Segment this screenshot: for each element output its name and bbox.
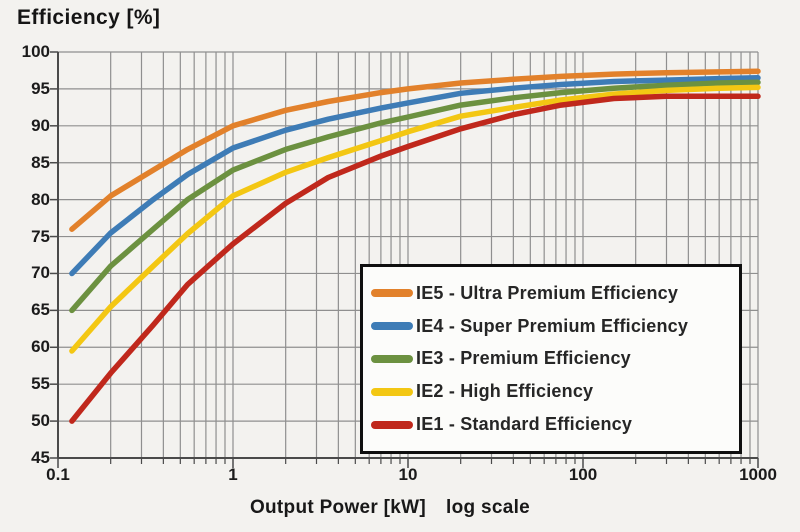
y-tick-label: 55: [31, 374, 50, 394]
y-tick-label: 85: [31, 152, 50, 172]
series-line-ie3: [69, 79, 761, 314]
legend: IE5 - Ultra Premium Efficiency IE4 - Supe…: [360, 264, 742, 454]
series-line-ie2: [69, 84, 761, 354]
y-tick-label: 100: [21, 42, 50, 61]
legend-item-ie4: IE4 - Super Premium Efficiency: [371, 316, 739, 337]
x-tick-label: 100: [568, 465, 598, 484]
y-tick-label: 90: [31, 115, 50, 135]
legend-line-swatch-icon: [371, 420, 413, 429]
y-tick-label: 80: [31, 189, 50, 209]
x-tick-label: 1000: [739, 465, 777, 484]
x-tick-label: 1: [228, 465, 238, 484]
legend-line-swatch-icon: [371, 322, 413, 331]
legend-line-swatch-icon: [371, 354, 413, 363]
legend-item-ie3: IE3 - Premium Efficiency: [371, 348, 739, 369]
legend-item-ie1: IE1 - Standard Efficiency: [371, 414, 739, 435]
x-tick-label: 0.1: [46, 465, 70, 484]
legend-label: IE4 - Super Premium Efficiency: [416, 315, 689, 336]
legend-label: IE2 - High Efficiency: [416, 381, 594, 402]
legend-label: IE1 - Standard Efficiency: [416, 414, 633, 435]
x-axis-caption: Output Power [kW] log scale: [160, 497, 620, 519]
x-tick-label: 10: [398, 465, 418, 484]
legend-label: IE5 - Ultra Premium Efficiency: [416, 282, 679, 303]
y-tick-label: 95: [31, 78, 50, 98]
y-tick-label: 60: [31, 337, 50, 357]
legend-label: IE3 - Premium Efficiency: [416, 348, 631, 369]
legend-line-swatch-icon: [371, 289, 413, 298]
x-axis-scale-note: log scale: [446, 497, 531, 518]
legend-item-ie5: IE5 - Ultra Premium Efficiency: [371, 283, 739, 304]
y-tick-label: 50: [31, 411, 50, 431]
x-axis-label: Output Power [kW]: [249, 497, 427, 518]
y-tick-label: 70: [31, 263, 50, 283]
legend-line-swatch-icon: [371, 387, 413, 396]
y-tick-label: 65: [31, 300, 50, 320]
series-line-ie5: [69, 68, 761, 232]
series-line-ie1: [69, 93, 761, 424]
y-tick-label: 75: [31, 226, 50, 246]
series-line-ie4: [69, 75, 761, 277]
y-tick-label: 45: [31, 448, 50, 467]
legend-item-ie2: IE2 - High Efficiency: [371, 381, 739, 402]
chart-title: Efficiency [%]: [17, 6, 161, 29]
